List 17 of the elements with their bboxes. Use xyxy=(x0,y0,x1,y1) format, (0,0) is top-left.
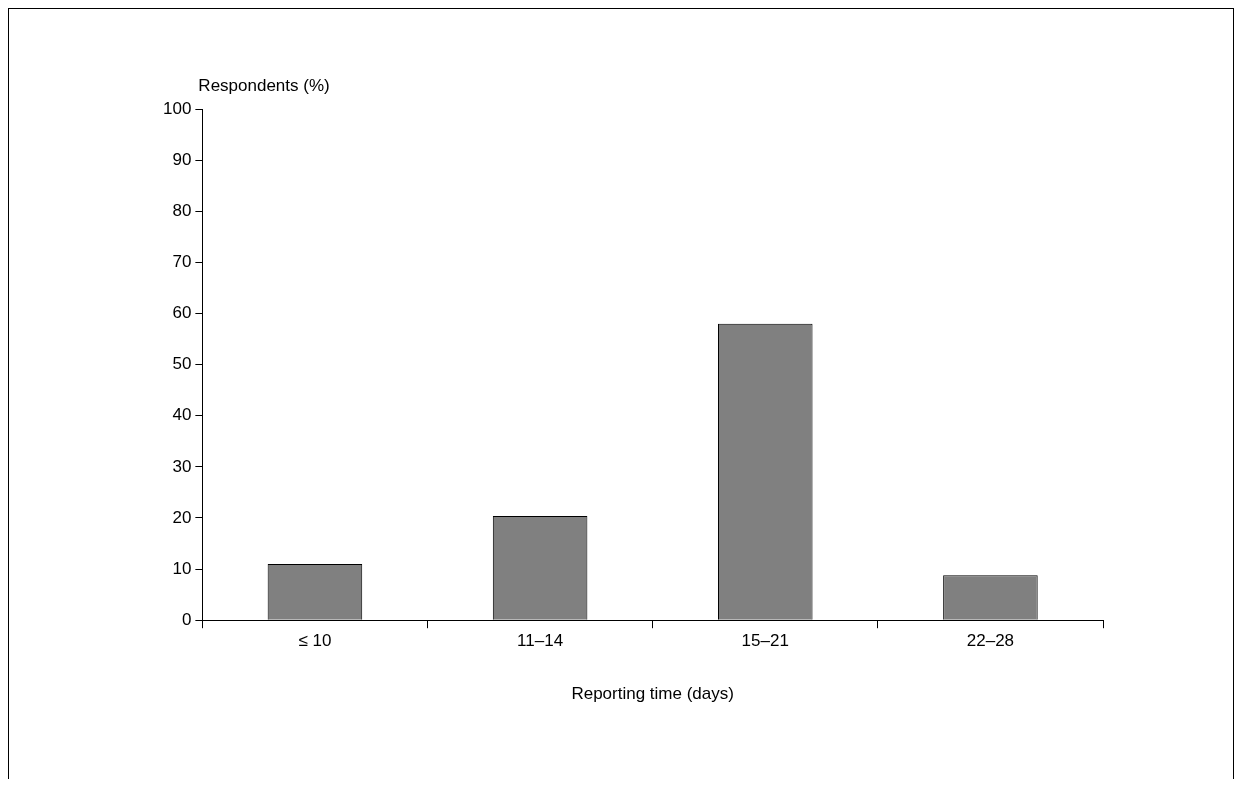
x-tick-label: 15–21 xyxy=(741,631,789,651)
y-tick-label: 60 xyxy=(172,303,192,323)
x-axis-title: Reporting time (days) xyxy=(571,684,734,704)
y-tick-label: 50 xyxy=(172,354,192,374)
x-tick-label: 22–28 xyxy=(966,631,1015,651)
y-tick-label: 0 xyxy=(181,609,192,629)
y-tick-label: 10 xyxy=(172,558,192,578)
y-axis-title: Respondents (%) xyxy=(198,76,330,96)
x-tick-label: ≤ 10 xyxy=(298,631,332,651)
x-tick-label: 11–14 xyxy=(517,631,564,651)
y-tick-label: 40 xyxy=(172,405,192,425)
y-tick-label: 30 xyxy=(172,456,192,476)
y-tick-label: 70 xyxy=(172,252,192,272)
y-tick-label: 20 xyxy=(172,507,192,527)
y-tick-label: 90 xyxy=(172,149,192,169)
y-tick-label: 100 xyxy=(162,98,192,118)
y-tick-label: 80 xyxy=(172,200,192,220)
